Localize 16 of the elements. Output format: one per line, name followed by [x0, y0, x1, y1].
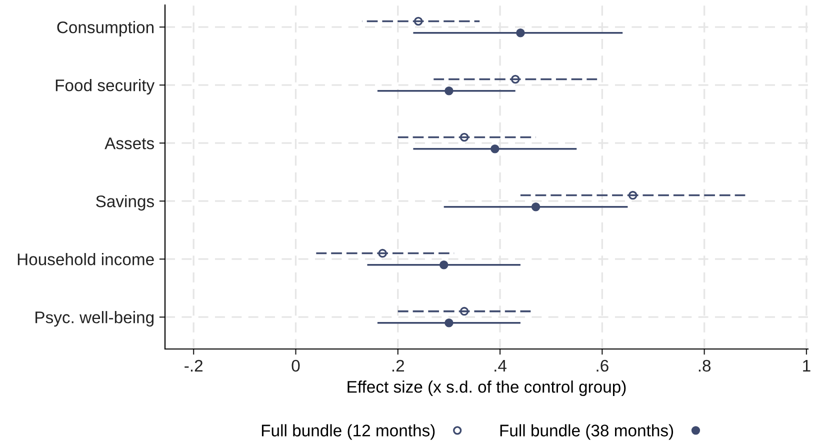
legend-label: Full bundle (38 months)	[500, 424, 674, 440]
y-tick-label: Assets	[104, 138, 154, 150]
y-tick-label: Savings	[96, 195, 154, 211]
x-tick-label: -.2	[184, 360, 202, 372]
x-tick-label: .4	[494, 360, 506, 372]
y-tick-label: Consumption	[57, 21, 154, 37]
x-tick-label: .2	[392, 360, 404, 372]
x-tick-label: 1	[803, 360, 810, 372]
x-tick-label: .8	[698, 360, 711, 372]
x-tick-label: .6	[596, 360, 608, 372]
x-tick-label: 0	[292, 360, 300, 372]
y-tick-label: Psyc. well-being	[36, 311, 154, 327]
y-tick-label: Food security	[56, 79, 155, 95]
legend-label: Full bundle (12 months)	[262, 424, 435, 440]
x-axis-title: Effect size (x s.d. of the control group)	[348, 380, 626, 396]
y-tick-label: Household income	[18, 253, 154, 266]
